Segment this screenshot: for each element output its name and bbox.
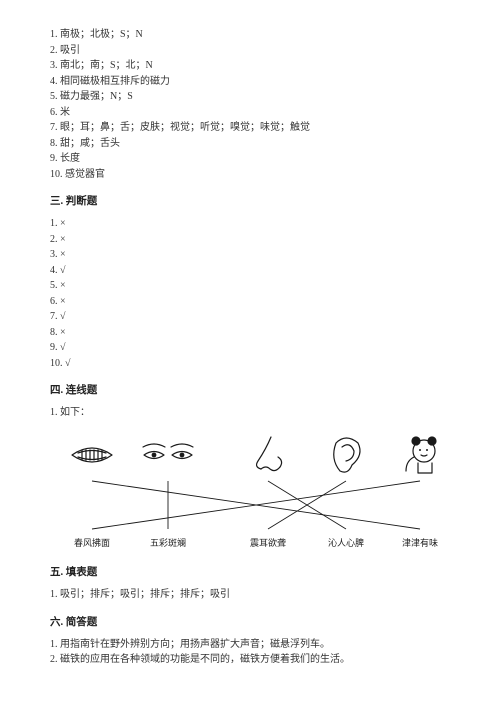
section-table-title: 五. 填表题 [50, 565, 450, 580]
fill-blank-answers: 1. 南极；北极；S；N 2. 吸引 3. 南北；南；S；北；N 4. 相同磁极… [50, 28, 450, 182]
judge-item: 10. √ [50, 357, 450, 372]
answer-item: 7. 眼；耳；鼻；舌；皮肤；视觉；听觉；嗅觉；味觉；触觉 [50, 121, 450, 136]
judge-item: 9. √ [50, 341, 450, 356]
answer-item: 4. 相同磁极相互排斥的磁力 [50, 75, 450, 90]
answer-item: 5. 磁力最强；N；S [50, 90, 450, 105]
match-lines [92, 481, 420, 529]
table-item: 1. 吸引；排斥；吸引；排斥；排斥；吸引 [50, 588, 450, 603]
ear-icon [334, 438, 360, 472]
match-lead: 1. 如下： [50, 406, 450, 421]
section-short-title: 六. 简答题 [50, 615, 450, 630]
table-answers: 1. 吸引；排斥；吸引；排斥；排斥；吸引 [50, 588, 450, 603]
match-label: 津津有味 [402, 537, 438, 550]
touch-icon [406, 437, 436, 473]
match-label: 五彩斑斓 [150, 537, 186, 550]
judge-item: 1. × [50, 217, 450, 232]
match-label: 震耳欲聋 [250, 537, 286, 550]
answer-item: 3. 南北；南；S；北；N [50, 59, 450, 74]
section-match-title: 四. 连线题 [50, 383, 450, 398]
answer-item: 6. 米 [50, 106, 450, 121]
judge-item: 6. × [50, 295, 450, 310]
answer-item: 1. 南极；北极；S；N [50, 28, 450, 43]
short-answers: 1. 用指南针在野外辨别方向；用扬声器扩大声音；磁悬浮列车。 2. 磁铁的应用在… [50, 638, 450, 668]
answer-item: 8. 甜；咸；舌头 [50, 137, 450, 152]
matching-diagram: 春风拂面 五彩斑斓 震耳欲聋 沁人心脾 津津有味 [50, 427, 450, 555]
short-item: 2. 磁铁的应用在各种领域的功能是不同的，磁铁方便着我们的生活。 [50, 653, 450, 668]
answer-item: 2. 吸引 [50, 44, 450, 59]
match-label: 春风拂面 [74, 537, 110, 550]
judge-item: 4. √ [50, 264, 450, 279]
judge-item: 8. × [50, 326, 450, 341]
nose-icon [257, 437, 282, 471]
answer-item: 9. 长度 [50, 152, 450, 167]
match-label: 沁人心脾 [328, 537, 364, 550]
mouth-icon [72, 448, 112, 462]
eyes-icon [143, 444, 193, 459]
judge-item: 7. √ [50, 310, 450, 325]
judge-item: 5. × [50, 279, 450, 294]
judge-item: 3. × [50, 248, 450, 263]
judge-answers: 1. × 2. × 3. × 4. √ 5. × 6. × 7. √ 8. × … [50, 217, 450, 371]
section-judge-title: 三. 判断题 [50, 194, 450, 209]
short-item: 1. 用指南针在野外辨别方向；用扬声器扩大声音；磁悬浮列车。 [50, 638, 450, 653]
judge-item: 2. × [50, 233, 450, 248]
answer-item: 10. 感觉器官 [50, 168, 450, 183]
